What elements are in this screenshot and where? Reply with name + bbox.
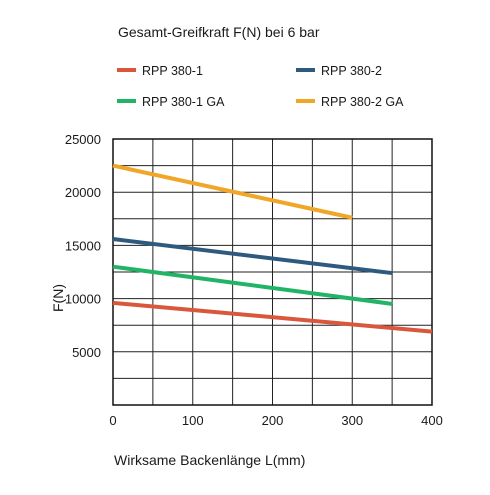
x-tick-label: 100 <box>182 413 204 428</box>
y-tick-label: 5000 <box>72 345 101 360</box>
y-axis-ticks: 5000 10000 15000 20000 25000 <box>65 132 101 360</box>
x-tick-label: 300 <box>341 413 363 428</box>
y-tick-label: 25000 <box>65 132 101 147</box>
series-line-rpp-380-1-ga <box>112 264 393 306</box>
x-tick-label: 400 <box>421 413 443 428</box>
legend-label-rpp-380-2: RPP 380-2 <box>321 64 382 78</box>
plot-border <box>112 138 433 406</box>
x-tick-label: 0 <box>109 413 116 428</box>
x-axis-ticks: 0 100 200 300 400 <box>109 413 442 428</box>
series-line-rpp-380-1 <box>112 300 433 334</box>
x-axis-label: Wirksame Backenlänge L(mm) <box>114 452 305 468</box>
series-line-rpp-380-2 <box>112 237 393 276</box>
legend-label-rpp-380-2-ga: RPP 380-2 GA <box>321 95 404 109</box>
series-lines <box>112 163 433 334</box>
legend-label-rpp-380-1-ga: RPP 380-1 GA <box>142 95 225 109</box>
y-axis-label: F(N) <box>50 284 66 312</box>
series-line-rpp-380-2-ga <box>112 163 353 220</box>
plot-area-border <box>112 138 433 406</box>
y-tick-label: 20000 <box>65 185 101 200</box>
legend: RPP 380-1 RPP 380-2 RPP 380-1 GA RPP 380-2 … <box>117 64 404 109</box>
chart-title: Gesamt-Greifkraft F(N) bei 6 bar <box>118 24 320 40</box>
y-tick-label: 10000 <box>65 292 101 307</box>
y-tick-label: 15000 <box>65 238 101 253</box>
legend-label-rpp-380-1: RPP 380-1 <box>142 64 203 78</box>
x-tick-label: 200 <box>262 413 284 428</box>
